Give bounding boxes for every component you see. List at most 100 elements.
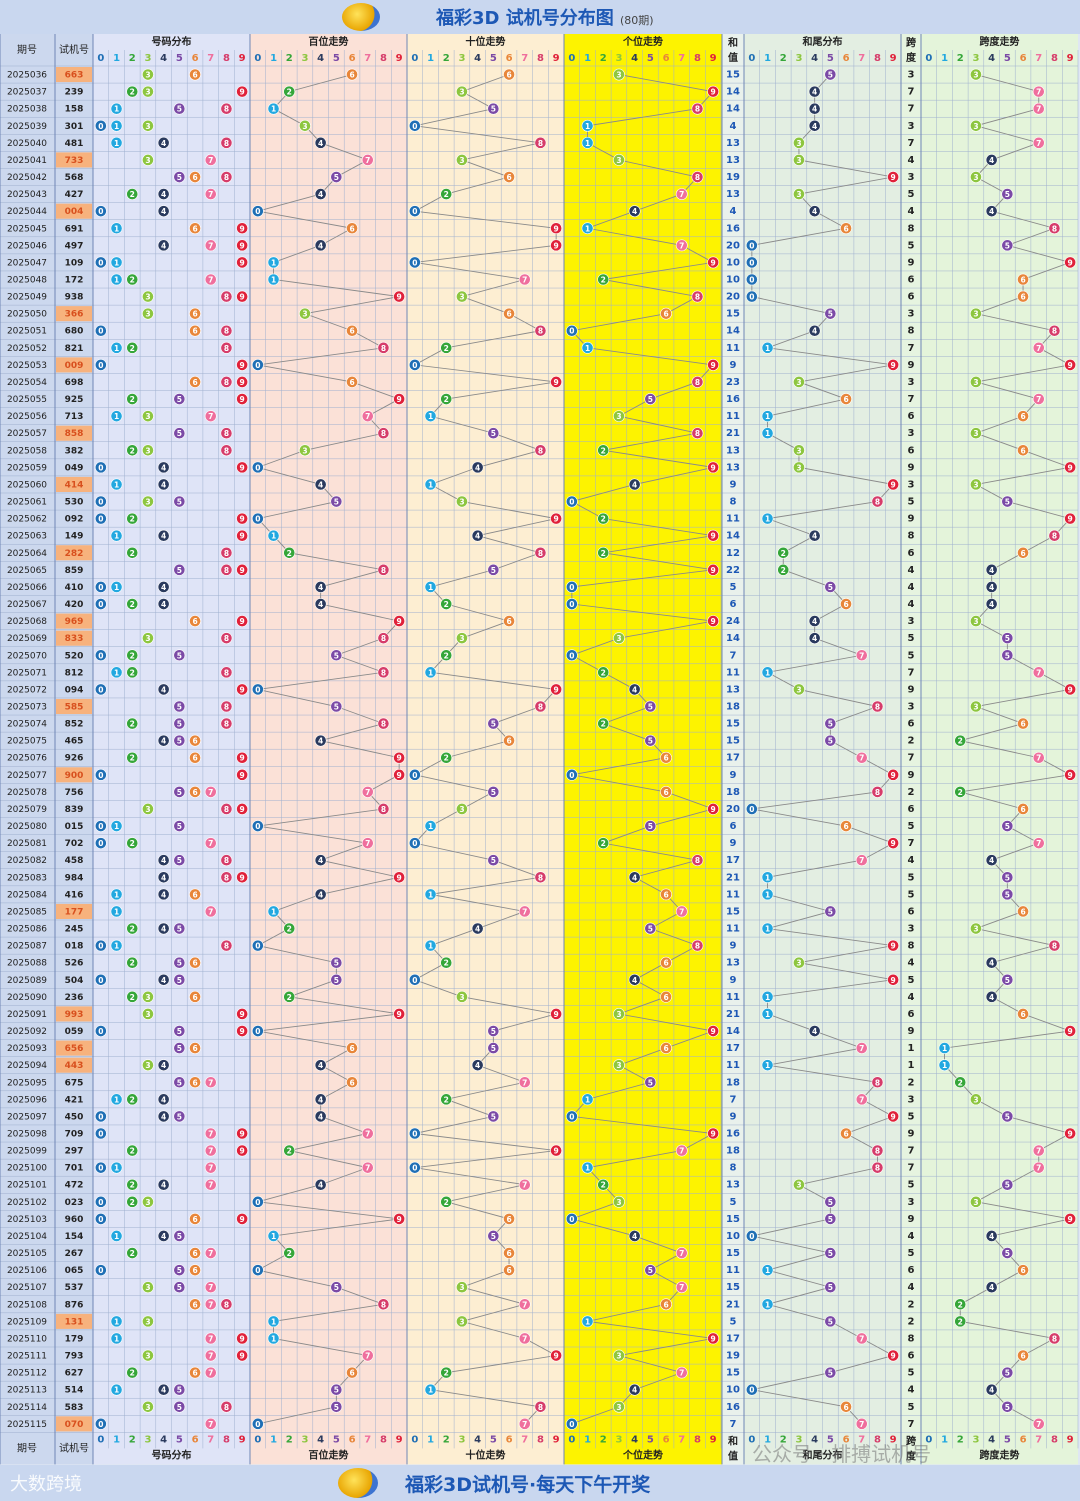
dist-ball <box>142 444 154 457</box>
dist-ball <box>157 734 170 747</box>
trend-ball-hund-label: 0 <box>255 361 260 370</box>
trend-ball-tens <box>456 990 468 1003</box>
trend-ball-tail-label: 5 <box>828 720 833 729</box>
trend-ball-units <box>675 188 688 200</box>
dist-ball-label: 9 <box>240 224 245 233</box>
trend-ball-hund <box>377 632 390 645</box>
trial-number-cell: 537 <box>65 1283 84 1293</box>
dist-ball <box>204 1349 217 1362</box>
header-digit-hund-4: 4 <box>317 53 324 64</box>
trend-ball-tail-label: 7 <box>859 1420 864 1429</box>
trial-number-cell: 416 <box>65 890 84 900</box>
trend-ball-hund <box>314 1059 327 1072</box>
header-digit-dist-7: 7 <box>207 1434 214 1445</box>
dist-ball-label: 2 <box>130 1095 135 1104</box>
trend-ball-spanT-label: 5 <box>1005 634 1010 643</box>
trend-ball-units-label: 6 <box>663 754 668 763</box>
trend-line-tail <box>751 74 895 1425</box>
period-cell: 2025052 <box>7 344 47 354</box>
trend-ball-spanT <box>954 734 967 747</box>
lottery-logo-icon <box>342 3 380 31</box>
trend-ball-spanT <box>970 376 982 388</box>
trend-ball-units <box>660 990 672 1003</box>
header-digit-dist-4: 4 <box>160 53 167 64</box>
trend-ball-units-label: 0 <box>569 583 574 592</box>
trial-number-cell: 267 <box>65 1249 84 1259</box>
trend-ball-units <box>660 1298 672 1311</box>
header-digit-tens-0: 0 <box>411 53 418 64</box>
trend-ball-tens-label: 7 <box>522 1334 527 1343</box>
trend-ball-spanT <box>1017 546 1029 559</box>
header-digit-dist-8: 8 <box>223 53 230 64</box>
sum-cell: 19 <box>726 172 740 183</box>
dist-ball <box>189 222 201 235</box>
dist-ball <box>110 1093 123 1106</box>
dist-ball <box>173 1076 186 1089</box>
trend-ball-tail-label: 7 <box>859 1095 864 1104</box>
span-cell: 2 <box>908 787 915 798</box>
trend-ball-tens-label: 0 <box>412 207 417 216</box>
trend-ball-tens-label: 1 <box>428 412 433 421</box>
trend-ball-units-label: 0 <box>569 1112 574 1121</box>
trend-ball-tens-label: 5 <box>491 1112 496 1121</box>
span-cell: 9 <box>908 462 915 473</box>
header-digit-dist-9: 9 <box>239 53 246 64</box>
dist-ball <box>236 529 249 542</box>
dist-ball <box>189 888 201 901</box>
span-cell: 7 <box>908 343 915 354</box>
trend-ball-tail <box>824 581 837 593</box>
trend-ball-hund <box>330 700 343 713</box>
trend-ball-hund-label: 8 <box>381 429 386 438</box>
header-digit-units-0: 0 <box>568 53 575 64</box>
span-cell: 4 <box>908 565 915 576</box>
dist-ball-label: 0 <box>98 583 103 592</box>
trial-number-cell: 756 <box>65 788 84 798</box>
trend-ball-tail <box>761 410 774 423</box>
trial-number-cell: 420 <box>65 600 84 610</box>
dist-ball <box>204 273 217 286</box>
sum-cell: 13 <box>726 445 740 456</box>
trend-ball-hund-label: 1 <box>271 1317 276 1326</box>
trend-ball-units-label: 5 <box>648 703 653 712</box>
span-cell: 8 <box>908 941 915 952</box>
trend-ball-units <box>613 1059 625 1072</box>
trend-ball-tens <box>534 871 547 884</box>
trend-ball-hund <box>393 393 406 405</box>
trend-ball-hund-label: 9 <box>397 395 402 404</box>
trend-ball-tens-label: 8 <box>538 327 543 336</box>
chart-title: 福彩3D 试机号分布图 (80期) <box>436 8 654 29</box>
period-cell: 2025043 <box>7 190 47 200</box>
trend-ball-tens <box>518 273 531 286</box>
trial-number-cell: 702 <box>65 839 84 849</box>
dist-ball <box>236 358 249 371</box>
trend-ball-tens-label: 9 <box>554 224 559 233</box>
trend-ball-hund <box>251 1025 264 1037</box>
trend-ball-tens-label: 7 <box>522 276 527 285</box>
trend-ball-spanT <box>1017 717 1029 730</box>
trend-ball-spanT-label: 6 <box>1020 549 1025 558</box>
dist-ball-label: 6 <box>192 224 197 233</box>
trend-ball-tail-label: 3 <box>796 139 801 148</box>
dist-ball <box>204 1178 217 1191</box>
trend-ball-hund <box>283 990 296 1003</box>
trend-ball-spanT <box>985 154 998 166</box>
dist-ball-label: 6 <box>192 993 197 1002</box>
dist-ball-label: 2 <box>130 651 135 660</box>
header-span-top: 跨 <box>906 36 917 49</box>
trend-ball-spanT <box>985 956 998 969</box>
trend-ball-units-label: 9 <box>711 617 716 626</box>
trend-ball-units-label: 9 <box>711 258 716 267</box>
trend-ball-spanT <box>1001 871 1014 884</box>
dist-ball-label: 9 <box>240 515 245 524</box>
trend-ball-hund <box>330 973 343 986</box>
sum-cell: 15 <box>726 1368 740 1379</box>
watermark-account: 公众号 · 排搏试机号 <box>752 1442 932 1466</box>
sum-cell: 15 <box>726 719 740 730</box>
dist-ball <box>157 854 170 867</box>
trend-ball-units <box>613 154 625 166</box>
trend-ball-hund <box>393 871 406 884</box>
dist-ball <box>204 1076 217 1089</box>
dist-ball <box>220 376 233 388</box>
trend-ball-tail-label: 1 <box>765 993 770 1002</box>
trend-ball-units-label: 9 <box>711 1130 716 1139</box>
